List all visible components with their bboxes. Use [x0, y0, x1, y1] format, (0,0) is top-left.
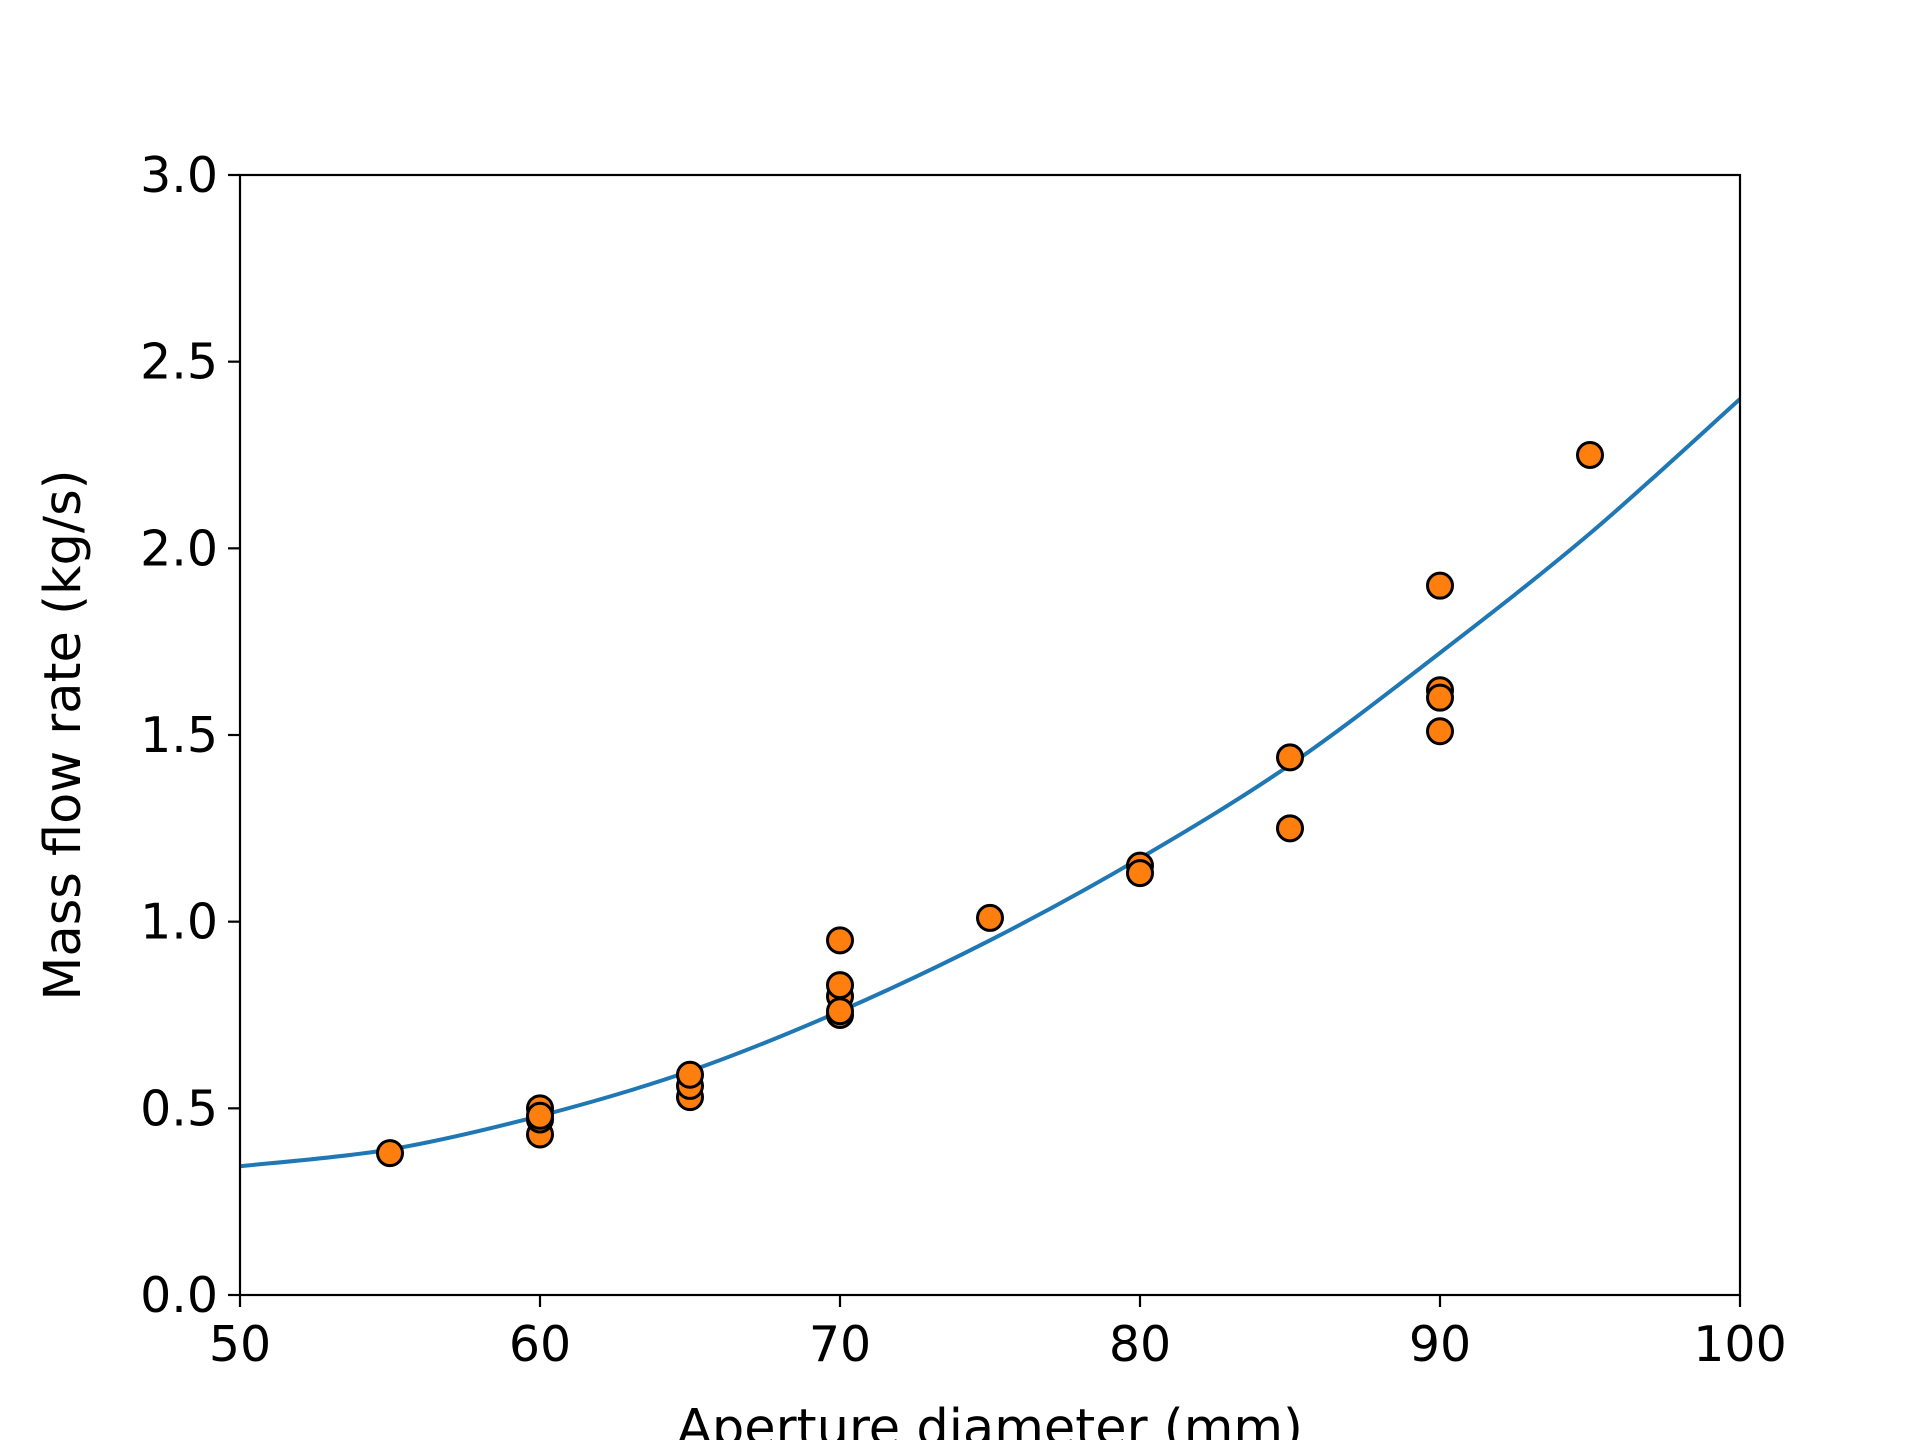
- x-tick-label: 50: [209, 1316, 271, 1373]
- data-point: [676, 1060, 704, 1089]
- x-axis: 50 60 70 80 90 100: [209, 1295, 1787, 1373]
- data-point: [1576, 441, 1604, 469]
- x-tick-label: 60: [509, 1316, 571, 1373]
- data-point: [826, 997, 854, 1026]
- data-point: [1426, 683, 1454, 712]
- y-tick-label: 0.5: [140, 1080, 218, 1137]
- data-point: [526, 1101, 554, 1130]
- x-tick-label: 90: [1409, 1316, 1471, 1373]
- y-tick-label: 0.0: [140, 1267, 218, 1324]
- data-point: [826, 926, 854, 955]
- data-point: [1276, 814, 1304, 843]
- fit-line: [239, 397, 1742, 1169]
- y-tick-label: 1.5: [140, 707, 218, 764]
- plot-background: [240, 175, 1740, 1295]
- y-tick-label: 2.0: [140, 520, 218, 577]
- data-point: [826, 971, 854, 1000]
- y-tick-label: 2.5: [140, 334, 218, 391]
- data-point: [976, 903, 1004, 932]
- data-point: [1126, 859, 1154, 888]
- data-point: [1426, 571, 1454, 600]
- points-layer: [376, 441, 1604, 1168]
- x-tick-label: 100: [1693, 1316, 1787, 1373]
- y-tick-label: 3.0: [140, 147, 218, 204]
- data-point: [376, 1139, 404, 1168]
- x-tick-label: 70: [809, 1316, 871, 1373]
- x-axis-title: Aperture diameter (mm): [677, 1399, 1303, 1440]
- y-axis: 0.0 0.5 1.0 1.5 2.0 2.5 3.0: [140, 147, 240, 1324]
- y-axis-title: Mass flow rate (kg/s): [34, 469, 93, 1000]
- data-point: [1426, 717, 1454, 746]
- x-tick-label: 80: [1109, 1316, 1171, 1373]
- fit-line-layer: [239, 397, 1742, 1169]
- y-tick-label: 1.0: [140, 894, 218, 951]
- data-point: [1276, 743, 1304, 772]
